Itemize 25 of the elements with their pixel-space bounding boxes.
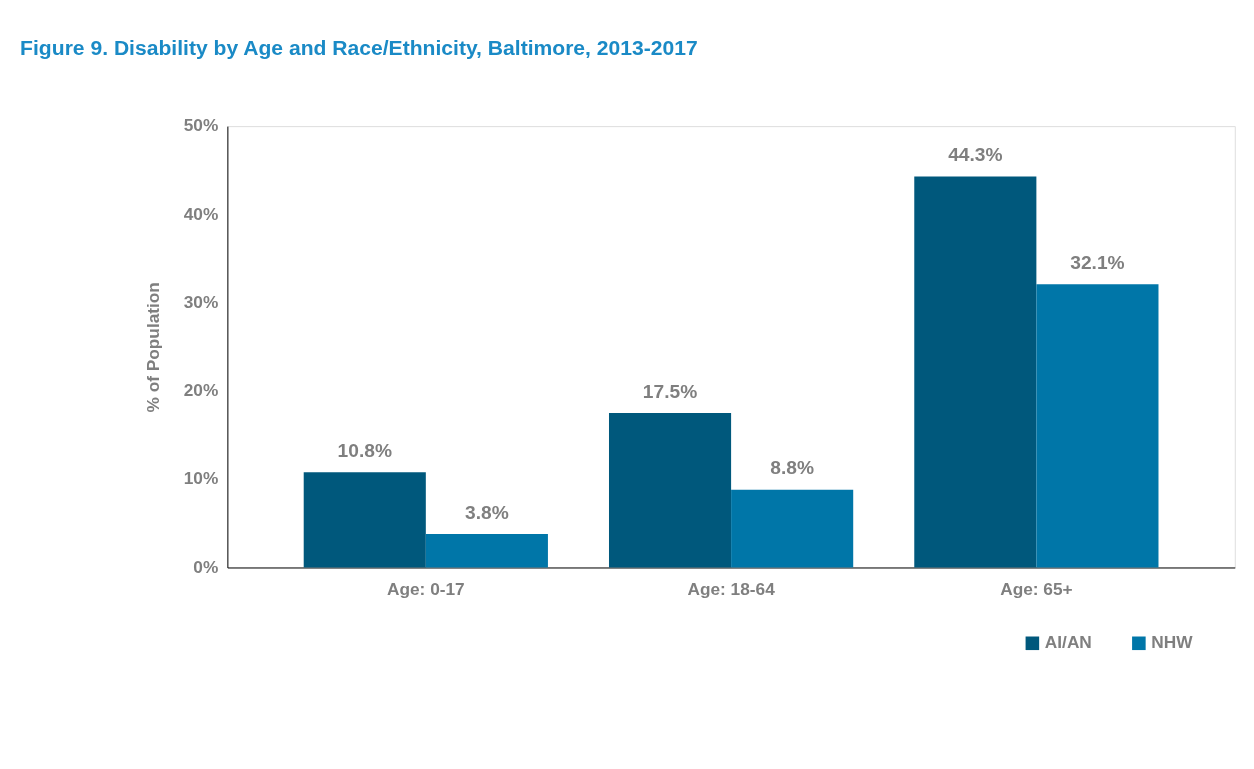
text: 44.3% bbox=[948, 144, 1003, 166]
bar bbox=[303, 472, 426, 568]
y-tick-label: 0% bbox=[193, 556, 219, 577]
bar bbox=[914, 176, 1037, 568]
x-tick-label: Age: 0-17 bbox=[386, 578, 465, 599]
y-tick-label: 20% bbox=[183, 380, 219, 401]
x-tick-label: Age: 18-64 bbox=[687, 578, 776, 599]
legend-label: AI/AN bbox=[1044, 632, 1092, 653]
text: 3.8% bbox=[465, 501, 509, 523]
legend-label: NHW bbox=[1151, 632, 1194, 653]
text: 32.1% bbox=[1070, 251, 1125, 273]
text: 8.8% bbox=[770, 457, 815, 479]
y-tick-label: 30% bbox=[183, 291, 219, 312]
x-tick-label: Age: 65+ bbox=[1000, 578, 1073, 599]
bar bbox=[731, 489, 854, 568]
bar bbox=[425, 533, 548, 568]
y-tick-label: 40% bbox=[183, 203, 219, 224]
y-tick-label: 50% bbox=[183, 115, 219, 136]
bar bbox=[1036, 284, 1159, 568]
text: 10.8% bbox=[337, 439, 392, 461]
y-tick-label: 10% bbox=[183, 468, 219, 489]
text: 17.5% bbox=[642, 380, 698, 402]
bar bbox=[608, 413, 732, 568]
y-axis-title: % of Population bbox=[142, 282, 163, 413]
chart-title: Figure 9. Disability by Age and Race/Ethnicity, Baltimore, 2013-2017 bbox=[20, 36, 698, 60]
